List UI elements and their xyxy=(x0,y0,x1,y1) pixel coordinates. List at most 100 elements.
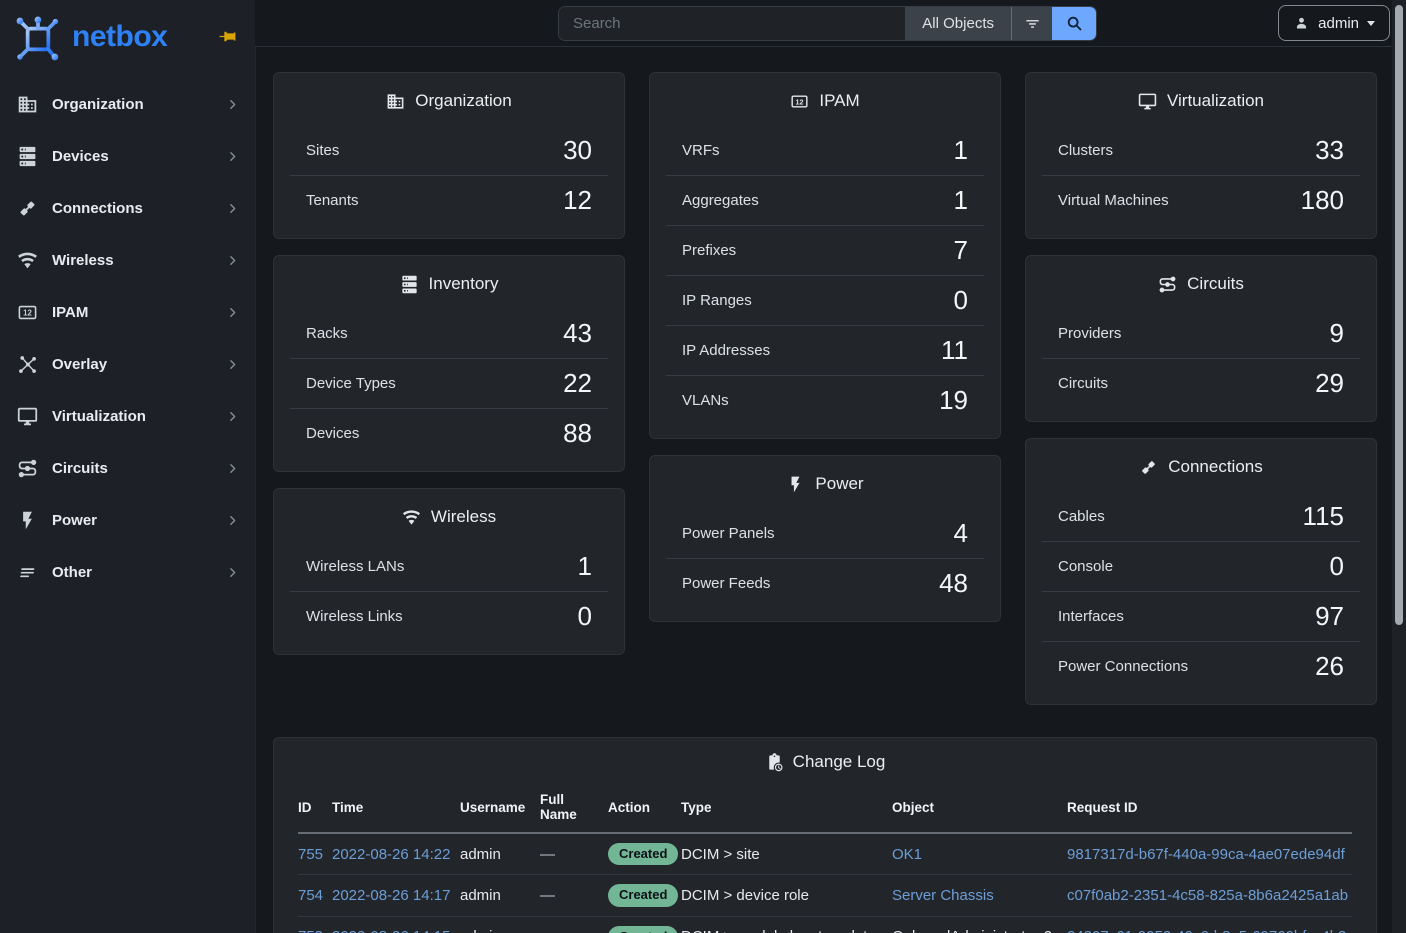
stat-value: 29 xyxy=(1315,368,1344,398)
sidebar-item-virtualization[interactable]: Virtualization xyxy=(0,390,255,442)
stat-label: Interfaces xyxy=(1058,607,1124,625)
topbar: All Objects admin xyxy=(255,0,1406,47)
chevron-right-icon xyxy=(226,514,239,527)
changelog-row: 754 2022-08-26 14:17 admin — Created DCI… xyxy=(298,874,1352,916)
changelog-time-link[interactable]: 2022-08-26 14:15 xyxy=(332,928,450,933)
changelog-table: ID Time Username Full Name Action Type O… xyxy=(298,786,1352,933)
stat-row: Devices 88 xyxy=(274,408,624,458)
stat-value: 33 xyxy=(1315,135,1344,165)
caret-down-icon xyxy=(1367,20,1375,26)
changelog-fullname: — xyxy=(540,928,555,933)
stat-row: Clusters 33 xyxy=(1026,125,1376,175)
sidebar-item-wireless[interactable]: Wireless xyxy=(0,234,255,286)
column-header-username: Username xyxy=(460,786,540,834)
sidebar-item-label: Virtualization xyxy=(52,407,146,425)
connections-card: Connections Cables 115 Console 0 Interface… xyxy=(1025,438,1377,705)
card-title: Wireless xyxy=(274,505,624,529)
column-header-type: Type xyxy=(681,786,892,834)
chevron-right-icon xyxy=(226,410,239,423)
changelog-requestid-link[interactable]: 9817317d-b67f-440a-99ca-4ae07ede94df xyxy=(1067,845,1345,863)
stat-value: 26 xyxy=(1315,651,1344,681)
sidebar-item-devices[interactable]: Devices xyxy=(0,130,255,182)
stat-value: 4 xyxy=(953,518,968,548)
action-badge: Created xyxy=(608,843,679,866)
stat-row: Power Connections 26 xyxy=(1026,641,1376,691)
card-title: Virtualization xyxy=(1026,89,1376,113)
changelog-username: admin xyxy=(460,886,501,904)
stat-value: 1 xyxy=(953,135,968,165)
clipboard-clock-icon xyxy=(765,752,784,772)
stat-row: Interfaces 97 xyxy=(1026,591,1376,641)
stat-label: IP Addresses xyxy=(682,341,771,359)
sidebar-item-ipam[interactable]: 12 IPAM xyxy=(0,286,255,338)
filter-button[interactable] xyxy=(1011,7,1052,40)
sidebar-item-label: Power xyxy=(52,511,98,529)
sidebar-item-power[interactable]: Power xyxy=(0,494,255,546)
stat-row: Wireless LANs 1 xyxy=(274,541,624,591)
changelog-object-link[interactable]: OK1 xyxy=(892,845,923,863)
card-title: Circuits xyxy=(1026,272,1376,296)
stat-label: VLANs xyxy=(682,391,729,409)
stat-label: Virtual Machines xyxy=(1058,191,1169,209)
dashboard: Organization Sites 30 Tenants 12 Inventory… xyxy=(255,47,1392,933)
wireless-card: Wireless Wireless LANs 1 Wireless Links 0 xyxy=(273,488,625,655)
changelog-header-row: ID Time Username Full Name Action Type O… xyxy=(298,786,1352,834)
changelog-type: DCIM > device role xyxy=(681,886,809,904)
stat-row: Power Panels 4 xyxy=(650,508,1000,558)
stat-label: Sites xyxy=(306,141,340,159)
sidebar-item-label: Devices xyxy=(52,147,109,165)
action-badge: Created xyxy=(608,884,679,907)
chevron-right-icon xyxy=(226,254,239,267)
changelog-requestid-link[interactable]: c07f0ab2-2351-4c58-825a-8b6a2425a1ab xyxy=(1067,886,1349,904)
netbox-logo[interactable]: netbox xyxy=(0,0,255,78)
search-scope-dropdown[interactable]: All Objects xyxy=(905,7,1011,40)
search-button[interactable] xyxy=(1052,7,1096,40)
stat-label: IP Ranges xyxy=(682,291,752,309)
server-icon xyxy=(400,275,419,294)
card-title: Power xyxy=(650,472,1000,496)
column-header-id: ID xyxy=(298,786,332,834)
changelog-id-link[interactable]: 753 xyxy=(298,928,323,933)
search-input[interactable] xyxy=(559,7,906,40)
changelog-title: Change Log xyxy=(298,752,1352,772)
sidebar-item-connections[interactable]: Connections xyxy=(0,182,255,234)
stat-row: IP Ranges 0 xyxy=(650,275,1000,325)
changelog-username: admin xyxy=(460,845,501,863)
lightning-icon xyxy=(786,475,805,494)
changelog-time-link[interactable]: 2022-08-26 14:22 xyxy=(332,845,451,863)
changelog-id-link[interactable]: 755 xyxy=(298,845,324,863)
stat-label: Console xyxy=(1058,557,1114,575)
changelog-object-link[interactable]: Server Chassis xyxy=(892,886,994,904)
circuits-card: Circuits Providers 9 Circuits 29 xyxy=(1025,255,1377,422)
sidebar-item-label: Other xyxy=(52,563,93,581)
card-title: Connections xyxy=(1026,455,1376,479)
monitor-icon xyxy=(17,406,38,427)
stat-value: 1 xyxy=(953,185,968,215)
plug-icon xyxy=(17,198,38,219)
svg-text:12: 12 xyxy=(796,98,804,106)
user-menu-button[interactable]: admin xyxy=(1278,5,1390,41)
changelog-requestid-link[interactable]: 24807c61-9952-49c6-b8a5-69760bfcc4b3 xyxy=(1067,928,1346,933)
stat-label: Power Connections xyxy=(1058,657,1189,675)
column-header-requestid: Request ID xyxy=(1067,786,1352,834)
scrollbar-thumb[interactable] xyxy=(1395,5,1403,625)
changelog-row: 753 2022-08-26 14:15 admin — Created DCI… xyxy=(298,915,1352,933)
sidebar-item-other[interactable]: Other xyxy=(0,546,255,598)
sidebar-item-label: Circuits xyxy=(52,459,108,477)
stat-value: 1 xyxy=(577,551,592,581)
stat-value: 19 xyxy=(939,385,968,415)
pin-sidebar-icon[interactable] xyxy=(218,27,237,46)
page-scrollbar[interactable] xyxy=(1392,0,1406,933)
brand-name: netbox xyxy=(72,20,168,53)
sidebar-item-overlay[interactable]: Overlay xyxy=(0,338,255,390)
changelog-time-link[interactable]: 2022-08-26 14:17 xyxy=(332,886,451,904)
sidebar-item-label: Overlay xyxy=(52,355,108,373)
sidebar-item-circuits[interactable]: Circuits xyxy=(0,442,255,494)
stat-row: Tenants 12 xyxy=(274,175,624,225)
stat-value: 0 xyxy=(1329,551,1344,581)
changelog-id-link[interactable]: 754 xyxy=(298,886,324,904)
stat-label: Device Types xyxy=(306,374,396,392)
sidebar-item-label: Connections xyxy=(52,199,143,217)
stat-row: Virtual Machines 180 xyxy=(1026,175,1376,225)
sidebar-item-organization[interactable]: Organization xyxy=(0,78,255,130)
